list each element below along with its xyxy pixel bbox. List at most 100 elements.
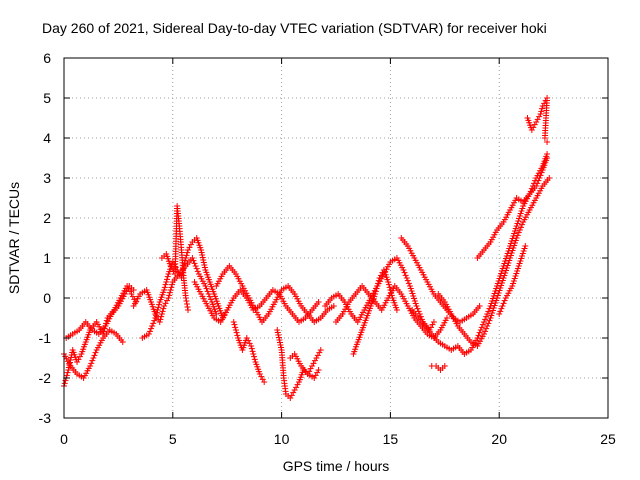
data-point <box>163 279 170 285</box>
data-point <box>483 325 490 332</box>
data-point <box>517 224 524 231</box>
data-point <box>387 287 394 293</box>
data-point <box>202 283 209 289</box>
chart-title: Day 260 of 2021, Sidereal Day-to-day VTE… <box>42 20 547 36</box>
y-tick-label: 5 <box>43 90 51 106</box>
data-point <box>485 320 492 327</box>
data-point <box>485 308 492 315</box>
data-point <box>415 308 422 315</box>
data-point <box>149 323 156 329</box>
series-track-21 <box>524 95 551 145</box>
series-track-16 <box>409 151 551 357</box>
data-point <box>165 295 172 301</box>
data-point <box>145 331 152 337</box>
series-track-9 <box>230 319 268 385</box>
data-point <box>160 305 167 312</box>
data-point <box>400 267 407 273</box>
data-point <box>536 175 543 181</box>
data-point <box>535 177 542 184</box>
data-point <box>162 300 169 307</box>
data-point <box>92 349 99 356</box>
data-point <box>259 376 266 383</box>
data-point <box>168 284 175 291</box>
data-point <box>163 276 170 283</box>
series-track-19 <box>474 155 551 261</box>
data-point <box>192 263 199 269</box>
data-point <box>307 365 314 372</box>
data-point <box>375 280 382 287</box>
data-point <box>74 359 81 365</box>
data-point <box>531 121 538 128</box>
data-point <box>546 175 553 181</box>
data-point <box>183 301 190 307</box>
data-point <box>194 268 201 275</box>
data-point <box>230 319 237 325</box>
data-point <box>476 329 483 336</box>
data-point <box>477 327 484 333</box>
x-tick-labels: 0 5 10 15 20 25 <box>60 431 616 447</box>
data-point <box>385 281 392 288</box>
data-point <box>372 288 379 295</box>
data-point <box>484 323 491 329</box>
data-point <box>87 363 94 369</box>
data-point <box>287 395 294 401</box>
data-point <box>515 229 522 236</box>
series-track-7 <box>191 279 322 325</box>
data-point <box>233 329 240 336</box>
data-point <box>245 337 252 344</box>
data-point <box>251 356 258 363</box>
data-point <box>528 127 535 133</box>
y-tick-labels: -3 -2 -1 0 1 2 3 4 5 6 <box>39 50 52 426</box>
data-point <box>315 299 322 305</box>
data-point <box>544 139 551 145</box>
data-point <box>376 275 383 281</box>
data-point <box>474 335 481 341</box>
data-point <box>157 316 164 323</box>
data-point <box>186 244 193 251</box>
data-point <box>388 292 395 299</box>
data-point <box>538 169 545 176</box>
data-point <box>91 352 98 359</box>
data-point <box>373 285 380 292</box>
data-point <box>161 303 168 309</box>
data-point <box>146 328 153 335</box>
data-point <box>293 384 300 391</box>
data-point <box>393 307 400 313</box>
data-point <box>76 353 83 360</box>
data-point <box>377 272 384 279</box>
data-point <box>309 363 316 369</box>
data-point <box>498 305 505 312</box>
data-point <box>537 172 544 179</box>
data-point <box>476 303 483 309</box>
data-point <box>486 317 493 324</box>
data-point <box>166 292 173 299</box>
data-point <box>156 319 163 325</box>
data-point <box>405 280 412 287</box>
data-point <box>374 283 381 289</box>
data-point <box>204 288 211 295</box>
data-point <box>522 243 529 249</box>
data-point <box>159 308 166 315</box>
data-point <box>250 351 257 357</box>
data-point <box>497 308 504 315</box>
data-point <box>246 340 253 347</box>
series-track-6 <box>158 203 192 313</box>
data-point <box>156 301 163 308</box>
data-point <box>123 288 130 295</box>
series-track-2 <box>61 327 126 381</box>
data-point <box>541 135 548 141</box>
data-point <box>500 300 507 307</box>
y-axis-label: SDTVAR / TECUs <box>6 182 22 294</box>
data-point <box>316 349 323 356</box>
data-point <box>430 319 437 325</box>
data-point <box>291 387 298 393</box>
data-point <box>486 305 493 312</box>
y-tick-label: 3 <box>43 170 51 186</box>
data-point <box>153 312 160 319</box>
data-point <box>294 381 301 388</box>
data-point <box>154 307 161 313</box>
data-point <box>121 291 128 297</box>
data-point <box>183 298 190 304</box>
data-point <box>88 360 95 367</box>
data-point <box>89 357 96 364</box>
